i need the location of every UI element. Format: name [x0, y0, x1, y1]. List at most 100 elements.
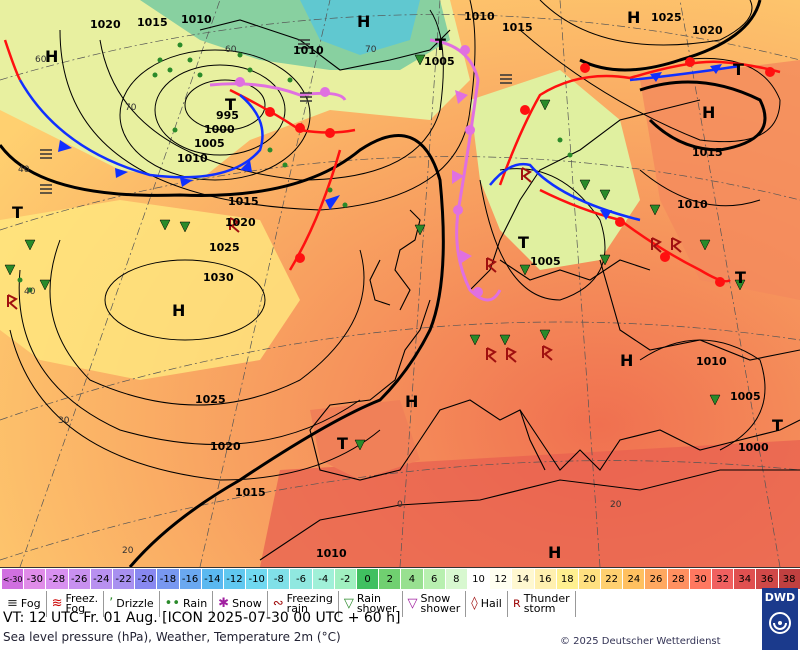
weather-legend-item: ∾ Freezing rain [268, 591, 339, 617]
lat-label: 40 [24, 287, 36, 297]
temp-scale-cell: 2 [379, 569, 402, 589]
temp-scale-cell: -20 [135, 569, 158, 589]
weather-legend-item: ✱ Snow [213, 591, 268, 617]
isobar-label: 1005 [530, 255, 561, 268]
weather-legend-label: Thunder storm [523, 592, 570, 615]
temp-scale-cell: -26 [68, 569, 91, 589]
occluded-front-symbols [235, 45, 483, 297]
weather-legend-label: Freez. Fog [65, 592, 99, 615]
temp-scale-cell: 0 [357, 569, 380, 589]
temp-scale-cell: 4 [401, 569, 424, 589]
isobar-label: 1015 [502, 21, 533, 34]
temp-scale-cell: <-30 [2, 569, 25, 589]
isobar-label: 1000 [204, 123, 235, 136]
cold-region-arctic [300, 0, 420, 55]
temp-scale-cell: 38 [778, 569, 800, 589]
rain-symbols [17, 42, 573, 293]
center-letter: H [620, 351, 633, 370]
dwd-logo: DWD [762, 588, 798, 650]
isobar-label: 1010 [316, 547, 347, 560]
temp-scale-cell: -10 [246, 569, 269, 589]
temp-scale-cell: 10 [467, 569, 491, 589]
temp-scale-cell: 36 [756, 569, 779, 589]
temp-scale-cell: -6 [290, 569, 313, 589]
weather-legend-label: Rain [183, 597, 208, 610]
weather-symbol-icon: •• [164, 596, 180, 611]
weather-legend-label: Hail [480, 597, 502, 610]
temp-scale-cell: -14 [201, 569, 224, 589]
lat-label: 60 [35, 55, 47, 65]
graticule-labels: 60 70 60 40 70 40 30 20 0 20 [18, 45, 622, 556]
pressure-centers: H H T T H T H T H H T T H T T H [12, 8, 783, 562]
isobar-label: 1010 [293, 44, 324, 57]
temp-scale-cell: 32 [712, 569, 735, 589]
lat-label: 60 [225, 45, 237, 55]
weather-legend-item: ≡ Fog [2, 591, 47, 617]
temp-scale-cell: 20 [578, 569, 602, 589]
center-letter: H [627, 8, 640, 27]
isobar-1015-bold [0, 0, 767, 567]
pressure-labels: 1020 1015 1010 1010 1005 1010 1015 1025 … [90, 10, 769, 560]
weather-symbol-legend: ≡ Fog ≋ Freez. Fog ʼ Drizzle •• Rain ✱ Snow ∾ Freez… [2, 590, 576, 618]
isobar-label: 1025 [651, 11, 682, 24]
lon-label: 20 [610, 500, 622, 510]
weather-legend-label: Fog [20, 597, 41, 610]
weather-legend-item: ≋ Freez. Fog [47, 591, 105, 617]
temp-scale-cell: 34 [734, 569, 757, 589]
temp-scale-cell: 12 [490, 569, 513, 589]
weather-symbol-icon: ∾ [272, 596, 284, 611]
weather-symbol-icon: ▽ [407, 596, 418, 611]
isobar-label: 1015 [235, 486, 266, 499]
center-letter: H [548, 543, 561, 562]
center-letter: T [733, 60, 744, 79]
fog-symbols [40, 39, 512, 194]
graticule [0, 0, 800, 567]
weather-legend-label: Snow shower [420, 592, 461, 615]
isobar-label: 995 [216, 109, 239, 122]
temp-scale-cell: -2 [334, 569, 357, 589]
weather-legend-label: Snow [232, 597, 262, 610]
temp-scale-cell: 22 [601, 569, 624, 589]
isobar-label: 1000 [738, 441, 769, 454]
isobar-label: 1010 [696, 355, 727, 368]
temp-scale-cell: -28 [46, 569, 69, 589]
temp-scale-cell: 18 [556, 569, 579, 589]
thunderstorm-symbols [7, 167, 682, 363]
isobar-label: 1025 [195, 393, 226, 406]
weather-legend-item: ▽ Rain shower [339, 591, 403, 617]
center-letter: T [337, 434, 348, 453]
cold-front-atlantic [288, 149, 342, 271]
weather-legend-item: ʀ Thunder storm [508, 591, 576, 617]
isobar-label: 1030 [203, 271, 234, 284]
isobar-label: 1005 [730, 390, 761, 403]
weather-symbol-icon: ʼ [109, 596, 114, 611]
lat-label: 40 [18, 165, 30, 175]
temp-scale-cell: -16 [179, 569, 202, 589]
center-letter: T [435, 35, 446, 54]
isobar-label: 1020 [210, 440, 241, 453]
temp-scale-cell: -22 [112, 569, 136, 589]
isobar-label: 1015 [692, 146, 723, 159]
temp-scale-cell: 8 [445, 569, 468, 589]
lon-label: 0 [397, 500, 403, 510]
isobar-label: 1005 [424, 55, 455, 68]
center-letter: T [12, 203, 23, 222]
center-letter: T [772, 416, 783, 435]
weather-legend-label: Freezing rain [286, 592, 333, 615]
isobar-label: 1010 [677, 198, 708, 211]
temp-scale-cell: -12 [223, 569, 247, 589]
valid-time: VT: 12 UTC Fr. 01 Aug. [ICON 2025-07-30 … [3, 610, 401, 626]
dwd-swirl-icon [769, 612, 792, 634]
weather-symbol-icon: ≡ [7, 596, 18, 611]
temp-scale-cell: 26 [645, 569, 668, 589]
temp-scale-cell: 14 [512, 569, 535, 589]
isobar-label: 1015 [137, 16, 168, 29]
temp-scale-cell: 6 [423, 569, 446, 589]
temp-scale-cell: 16 [534, 569, 557, 589]
cold-front [18, 64, 741, 222]
center-letter: T [735, 268, 746, 287]
weather-legend-item: ◊ Hail [466, 591, 508, 617]
temp-scale-cell: -8 [268, 569, 291, 589]
weather-legend-label: Rain shower [356, 592, 397, 615]
rain-shower-symbols [4, 54, 746, 451]
